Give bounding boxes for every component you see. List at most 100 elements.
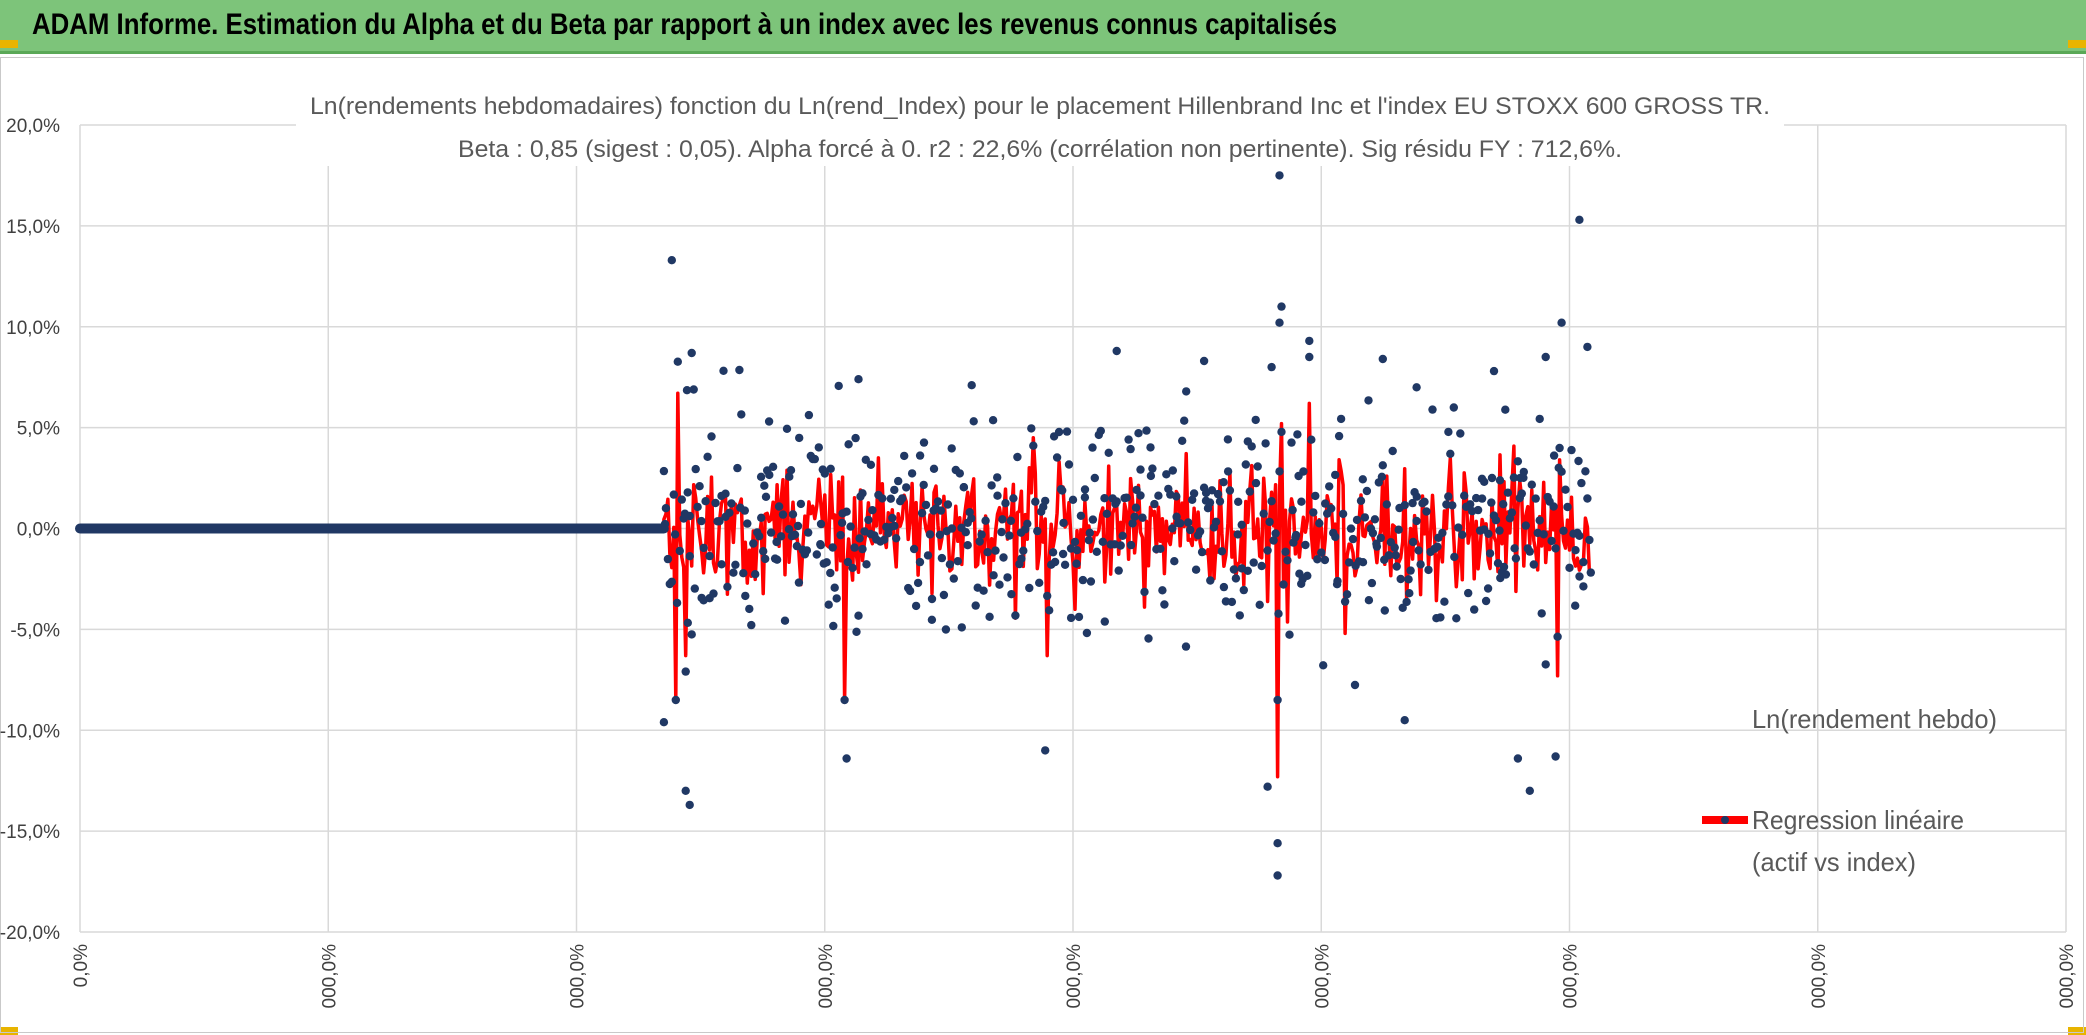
scatter-point [1535, 516, 1544, 525]
scatter-point [1029, 441, 1038, 450]
scatter-point [854, 611, 863, 620]
scatter-point [1003, 573, 1012, 582]
scatter-point [749, 539, 758, 548]
scatter-point [842, 507, 851, 516]
scatter-point [1338, 509, 1348, 519]
y-tick-label: 10,0% [6, 318, 60, 339]
scatter-point [1531, 494, 1540, 503]
scatter-point [721, 489, 730, 498]
scatter-point [747, 620, 756, 630]
scatter-point [1206, 576, 1215, 585]
scatter-point [1233, 530, 1243, 539]
scatter-point [793, 521, 803, 531]
scatter-point [761, 492, 771, 501]
scatter-point [1207, 486, 1217, 495]
scatter-point [1140, 587, 1149, 597]
scatter-point [1352, 515, 1362, 525]
scatter-point [1305, 352, 1314, 362]
scatter-point [1433, 542, 1442, 551]
scatter-point [1579, 582, 1588, 591]
scatter-point [755, 532, 764, 541]
scatter-point [685, 552, 694, 561]
scatter-point [1364, 596, 1374, 605]
scatter-point [689, 385, 698, 394]
scatter-point [1219, 582, 1229, 592]
scatter-point [1048, 548, 1058, 557]
scatter-point [1513, 754, 1523, 763]
x-axis-ticks: 0,0% 000,0% 000,0% 000,0% 000,0% 000,0% 000,0%… [71, 944, 2078, 1009]
scatter-point [1223, 467, 1233, 476]
scatter-point [1082, 628, 1092, 638]
scatter-point [989, 571, 998, 580]
scatter-point [1396, 574, 1405, 584]
scatter-point [1402, 597, 1411, 607]
scatter-point [760, 481, 769, 490]
scatter-point [1452, 614, 1461, 623]
scatter-point [971, 601, 980, 610]
scatter-point [967, 381, 976, 390]
scatter-point [685, 511, 694, 521]
scatter-point [757, 513, 766, 522]
scatter-point [1398, 603, 1407, 612]
scatter-point [1072, 559, 1081, 568]
scatter-point [1114, 566, 1123, 575]
scatter-point [796, 499, 806, 509]
scatter-point [681, 786, 690, 795]
scatter-point [1301, 540, 1310, 550]
scatter-point [677, 495, 686, 504]
scatter-point [1058, 549, 1068, 559]
scatter-point [927, 615, 937, 624]
scatter-point [854, 375, 863, 384]
scatter-point [1334, 431, 1344, 441]
scatter-point [862, 560, 871, 569]
scatter-point [1547, 536, 1556, 546]
scatter-point [785, 472, 794, 481]
x-tick-label: 000,0% [1809, 944, 1830, 1009]
scatter-point [1456, 429, 1465, 438]
scatter-point [1319, 661, 1328, 670]
scatter-point [1321, 499, 1330, 508]
scatter-point [1156, 544, 1165, 553]
scatter-point [1382, 500, 1392, 509]
scatter-series [75, 171, 1596, 880]
scatter-point [1066, 613, 1076, 623]
scatter-point [953, 557, 962, 566]
scatter-point [725, 508, 734, 517]
scatter-point [1481, 596, 1491, 606]
scatter-point [1501, 570, 1511, 579]
scatter-point [1424, 565, 1433, 575]
scatter-point [1195, 527, 1205, 536]
scatter-point [1503, 488, 1513, 497]
scatter-point [929, 464, 939, 473]
scatter-point [1384, 551, 1394, 560]
scatter-point [663, 554, 673, 564]
scatter-point [751, 570, 760, 579]
scatter-point [1011, 611, 1020, 620]
scatter-point [993, 491, 1002, 500]
scatter-point [1245, 487, 1255, 496]
scatter-point [671, 695, 680, 705]
scatter-point [961, 528, 970, 537]
scatter-point [837, 518, 847, 527]
scatter-point [1585, 535, 1594, 545]
scatter-point [790, 530, 800, 539]
scatter-point [1275, 318, 1284, 327]
scatter-point [1263, 546, 1272, 555]
scatter-point [927, 594, 937, 604]
scatter-point [1400, 501, 1409, 510]
scatter-point [1189, 489, 1199, 498]
scatter-point [1211, 517, 1221, 526]
scatter-point [886, 494, 895, 503]
scatter-point [1019, 546, 1028, 555]
scatter-point [941, 625, 951, 634]
x-tick-label: 000,0% [1561, 944, 1582, 1009]
scatter-point [1370, 515, 1380, 524]
scatter-point [1480, 477, 1489, 486]
scatter-point [707, 432, 716, 441]
scatter-point [1575, 215, 1584, 224]
scatter-point [778, 510, 788, 519]
scatter-point [687, 348, 696, 358]
scatter-point [1509, 473, 1519, 482]
scatter-point [1484, 529, 1493, 538]
y-tick-label: -15,0% [0, 822, 60, 843]
